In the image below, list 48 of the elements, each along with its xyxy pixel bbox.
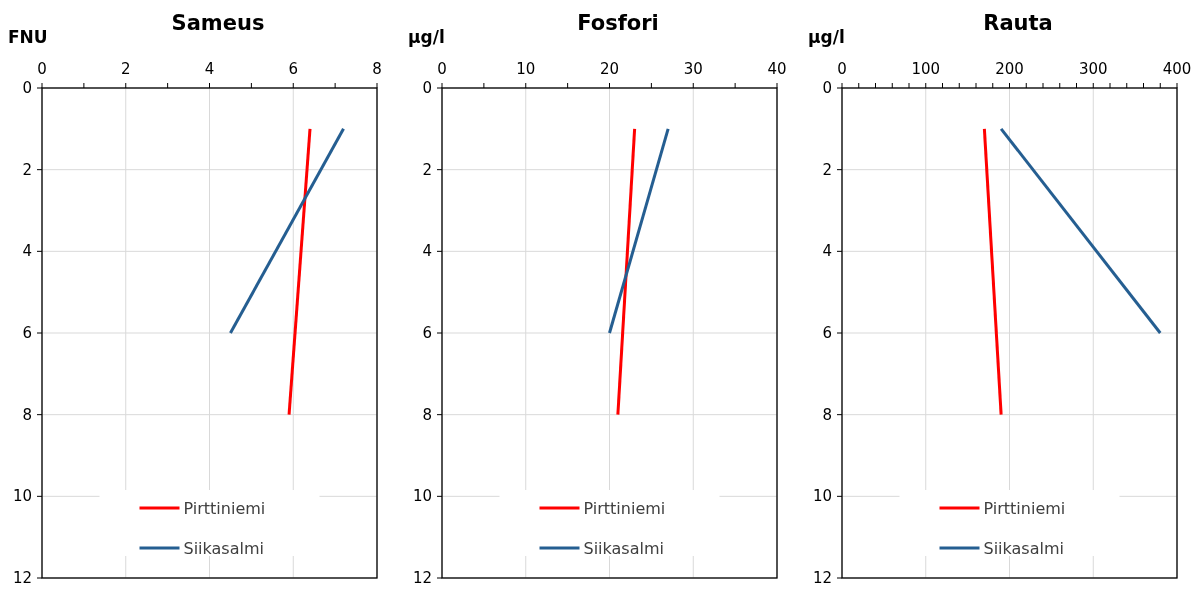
y-tick-label: 8 (422, 405, 432, 424)
legend-label: Siikasalmi (183, 539, 264, 558)
y-tick-label: 12 (812, 569, 832, 587)
x-tick-label: 10 (516, 60, 536, 78)
chart-title: Rauta (983, 11, 1053, 35)
x-tick-label: 0 (437, 60, 447, 78)
y-tick-label: 2 (22, 160, 32, 179)
y-tick-label: 4 (22, 242, 32, 261)
y-tick-label: 2 (422, 160, 432, 179)
x-tick-label: 40 (767, 60, 787, 78)
y-tick-label: 4 (422, 242, 432, 261)
y-tick-label: 8 (22, 405, 32, 424)
y-tick-label: 10 (812, 487, 832, 506)
legend-label: Pirttiniemi (583, 499, 666, 518)
legend-label: Pirttiniemi (183, 499, 266, 518)
x-tick-label: 20 (599, 60, 620, 78)
y-tick-label: 6 (422, 324, 432, 342)
x-tick-label: 30 (683, 60, 703, 78)
y-tick-label: 0 (422, 79, 432, 97)
x-tick-label: 200 (995, 60, 1024, 78)
legend-label: Pirttiniemi (983, 499, 1066, 518)
chart-title: Sameus (171, 11, 265, 35)
y-tick-label: 12 (12, 569, 32, 587)
x-tick-label: 0 (837, 60, 847, 78)
y-tick-label: 10 (12, 487, 32, 506)
y-tick-label: 6 (22, 324, 32, 342)
x-tick-label: 0 (37, 60, 47, 78)
y-tick-label: 0 (822, 79, 832, 97)
y-axis-title: FNU (8, 27, 48, 47)
x-tick-label: 300 (1078, 60, 1108, 78)
y-axis-title: µg/l (808, 27, 845, 47)
x-tick-label: 2 (120, 60, 131, 78)
x-tick-label: 4 (204, 60, 215, 78)
legend-label: Siikasalmi (983, 539, 1064, 558)
x-tick-label: 6 (288, 60, 299, 78)
y-tick-label: 12 (412, 569, 432, 587)
y-tick-label: 8 (822, 405, 832, 424)
legend-label: Siikasalmi (583, 539, 664, 558)
x-tick-label: 400 (1162, 60, 1192, 78)
x-tick-label: 100 (911, 60, 941, 78)
x-tick-label: 8 (372, 60, 382, 78)
y-tick-label: 10 (412, 487, 432, 506)
y-tick-label: 4 (822, 242, 832, 261)
y-tick-label: 6 (822, 324, 832, 342)
y-tick-label: 2 (822, 160, 832, 179)
y-axis-title: µg/l (408, 27, 445, 47)
y-tick-label: 0 (22, 79, 32, 97)
chart-title: Fosfori (577, 11, 659, 35)
